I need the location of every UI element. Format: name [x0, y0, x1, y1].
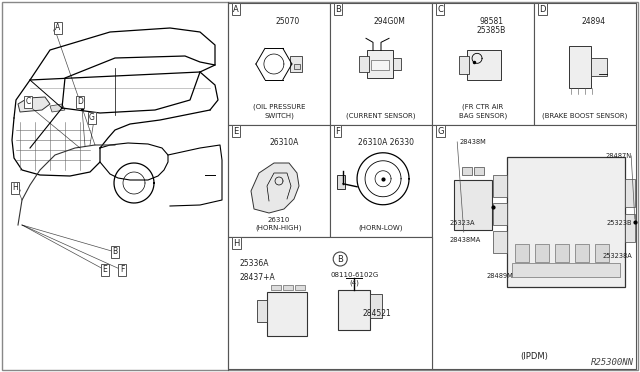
Bar [555, 244, 569, 262]
Bar [507, 157, 625, 287]
Bar [228, 3, 330, 125]
Bar [295, 285, 305, 291]
Text: C: C [26, 97, 31, 106]
Text: 25336A: 25336A [240, 259, 269, 268]
Bar [339, 290, 371, 330]
Bar [337, 175, 345, 189]
Text: 25323A: 25323A [450, 220, 476, 226]
Bar [367, 50, 393, 78]
Bar [283, 285, 293, 291]
Bar [534, 3, 636, 125]
Text: F: F [120, 266, 124, 275]
Text: H: H [12, 183, 18, 192]
Bar [462, 167, 472, 175]
Text: G: G [437, 126, 444, 135]
Text: E: E [233, 126, 238, 135]
Bar [228, 237, 432, 369]
Text: 294G0M: 294G0M [373, 17, 405, 26]
Bar [575, 244, 589, 262]
Text: B: B [337, 254, 343, 263]
Text: A: A [233, 4, 239, 13]
Text: 284521: 284521 [362, 309, 391, 318]
Text: (CURRENT SENSOR): (CURRENT SENSOR) [346, 112, 416, 119]
Polygon shape [251, 163, 299, 213]
Bar [271, 285, 281, 291]
Bar [625, 179, 635, 207]
Text: 98581: 98581 [479, 17, 503, 26]
Bar [228, 125, 330, 237]
Text: 28438M: 28438M [460, 139, 487, 145]
Text: 28487N: 28487N [606, 153, 632, 159]
Text: 26310A 26330: 26310A 26330 [358, 138, 414, 147]
Text: (HORN-LOW): (HORN-LOW) [359, 224, 403, 231]
Bar [371, 294, 383, 318]
Bar [535, 244, 549, 262]
Bar [569, 46, 591, 88]
Text: 26310
(HORN-HIGH): 26310 (HORN-HIGH) [256, 217, 302, 231]
Text: (IPDM): (IPDM) [520, 352, 548, 361]
Bar [493, 203, 507, 225]
Bar [330, 125, 432, 237]
Text: B: B [335, 4, 341, 13]
Text: 26310A: 26310A [269, 138, 299, 147]
Text: (OIL PRESSURE
SWITCH): (OIL PRESSURE SWITCH) [253, 104, 305, 119]
Bar [595, 244, 609, 262]
Text: (FR CTR AIR
BAG SENSOR): (FR CTR AIR BAG SENSOR) [459, 104, 507, 119]
Text: C: C [437, 4, 443, 13]
Bar [393, 58, 401, 70]
Bar [493, 231, 507, 253]
Text: D: D [77, 97, 83, 106]
Text: D: D [539, 4, 545, 13]
Bar [467, 50, 501, 80]
Text: 28489M: 28489M [487, 273, 514, 279]
Bar [515, 244, 529, 262]
Text: 28438MA: 28438MA [450, 237, 481, 243]
Text: 253238A: 253238A [602, 253, 632, 259]
Bar [493, 175, 507, 197]
Text: 08110-6102G
(4): 08110-6102G (4) [330, 272, 379, 286]
Text: H: H [233, 238, 239, 247]
Text: A: A [56, 23, 61, 32]
Text: 24894: 24894 [581, 17, 605, 26]
Text: B: B [113, 247, 118, 257]
Bar [432, 3, 534, 125]
Polygon shape [50, 104, 65, 112]
Bar [432, 125, 636, 369]
Text: 25070: 25070 [275, 17, 300, 26]
Bar [459, 56, 469, 74]
Bar [294, 64, 300, 69]
Text: (BRAKE BOOST SENSOR): (BRAKE BOOST SENSOR) [542, 112, 628, 119]
Bar [371, 60, 389, 70]
Text: G: G [89, 113, 95, 122]
Text: 25323B: 25323B [607, 220, 632, 226]
Bar [359, 56, 369, 72]
Polygon shape [18, 97, 50, 112]
Bar [625, 214, 635, 242]
Bar [268, 292, 307, 336]
Bar [330, 3, 432, 125]
Bar [454, 180, 492, 230]
Bar [257, 301, 268, 323]
Bar [474, 167, 484, 175]
Text: E: E [102, 266, 108, 275]
Bar [290, 56, 302, 72]
Text: 25385B: 25385B [477, 26, 506, 35]
Text: R25300NN: R25300NN [591, 358, 634, 367]
Bar [591, 58, 607, 76]
Text: F: F [335, 126, 340, 135]
Bar [512, 263, 620, 277]
Text: 28437+A: 28437+A [240, 273, 276, 282]
